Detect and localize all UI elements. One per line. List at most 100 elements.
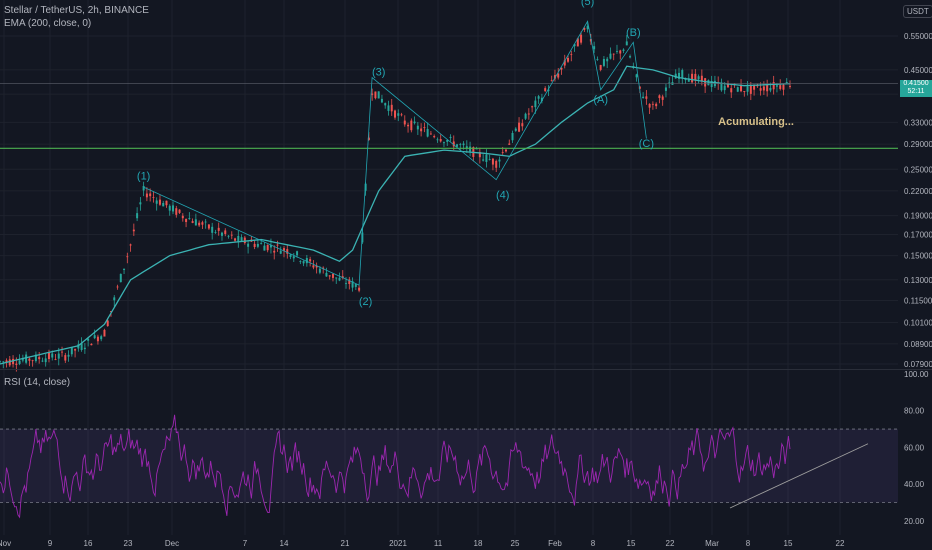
- candle-body: [116, 286, 119, 288]
- candle-body: [149, 193, 152, 197]
- candle-body: [21, 359, 24, 361]
- candle-body: [710, 80, 713, 88]
- candle-body: [371, 93, 374, 95]
- rsi-indicator-label[interactable]: RSI (14, close): [4, 377, 71, 388]
- candle-body: [162, 202, 165, 207]
- candle-body: [358, 287, 361, 291]
- candle-body: [423, 127, 426, 129]
- candle-body: [380, 98, 383, 103]
- candle-body: [478, 152, 481, 158]
- candle-body: [279, 250, 282, 254]
- candle-body: [678, 72, 681, 79]
- wave-label[interactable]: (C): [639, 138, 654, 150]
- candle-body: [145, 193, 148, 198]
- candle-body: [34, 354, 37, 362]
- candle-body: [158, 199, 161, 205]
- price-tick-label: 0.45000: [904, 66, 932, 75]
- candle-body: [374, 91, 377, 99]
- candle-body: [420, 128, 423, 132]
- wave-label[interactable]: (B): [626, 27, 641, 39]
- candle-body: [70, 347, 73, 355]
- candle-body: [217, 227, 220, 231]
- candle-body: [266, 244, 269, 251]
- x-tick-label: 23: [124, 539, 133, 548]
- candle-body: [642, 96, 645, 98]
- candle-body: [289, 254, 292, 257]
- candle-body: [446, 139, 449, 142]
- candle-body: [615, 51, 618, 52]
- candle-body: [211, 226, 214, 233]
- candle-body: [691, 73, 694, 83]
- candle-body: [442, 142, 445, 144]
- candle-body: [740, 85, 743, 92]
- candle-body: [96, 336, 99, 342]
- price-tick-label: 0.55000: [904, 32, 932, 41]
- rsi-tick-label: 20.00: [904, 517, 925, 526]
- candle-body: [387, 105, 390, 111]
- candle-body: [155, 200, 158, 204]
- candle-body: [599, 64, 602, 70]
- candle-body: [263, 245, 266, 251]
- x-tick-label: 9: [48, 539, 53, 548]
- candle-body: [44, 358, 47, 363]
- candle-body: [544, 88, 547, 92]
- currency-badge[interactable]: USDT: [903, 5, 932, 18]
- rsi-trendline[interactable]: [729, 443, 869, 509]
- candle-body: [622, 49, 625, 51]
- candle-body: [305, 258, 308, 264]
- candle-body: [508, 143, 511, 145]
- candle-body: [668, 82, 671, 84]
- candle-body: [172, 205, 175, 212]
- candle-body: [629, 56, 632, 58]
- candle-body: [511, 133, 514, 141]
- candle-body: [220, 232, 223, 236]
- wave-path[interactable]: [143, 20, 647, 286]
- candle-body: [498, 159, 501, 162]
- price-badge-value: 0.41500: [903, 80, 929, 87]
- candle-body: [142, 185, 145, 191]
- candle-body: [527, 113, 530, 115]
- wave-label[interactable]: (2): [359, 296, 372, 308]
- price-tick-label: 0.10100: [904, 318, 932, 327]
- price-tick-label: 0.29000: [904, 140, 932, 149]
- candle-body: [400, 114, 403, 116]
- candle-body: [436, 139, 439, 141]
- wave-label[interactable]: (5): [581, 0, 594, 8]
- candle-body: [394, 110, 396, 118]
- candle-body: [426, 129, 429, 137]
- rsi-line[interactable]: [0, 414, 791, 519]
- ema-indicator-label[interactable]: EMA (200, close, 0): [4, 18, 92, 29]
- candle-body: [15, 363, 18, 365]
- candle-body: [531, 106, 534, 108]
- wave-label[interactable]: (3): [372, 67, 385, 79]
- annotation-text[interactable]: Acumulating...: [718, 116, 794, 128]
- candle-body: [658, 95, 661, 99]
- candle-body: [0, 361, 1, 363]
- candle-body: [514, 128, 517, 131]
- candle-body: [540, 97, 543, 102]
- candle-body: [12, 358, 15, 365]
- candle-body: [697, 76, 700, 80]
- candle-body: [100, 336, 103, 340]
- candle-body: [602, 59, 605, 66]
- candle-body: [152, 197, 155, 198]
- candle-body: [38, 357, 41, 360]
- wave-label[interactable]: (4): [496, 190, 509, 202]
- candle-body: [240, 237, 243, 242]
- wave-label[interactable]: (A): [593, 94, 608, 106]
- ema-line[interactable]: [0, 65, 791, 365]
- candle-body: [567, 57, 570, 62]
- candle-body: [504, 149, 507, 152]
- candle-body: [462, 143, 465, 146]
- x-tick-label: 7: [243, 539, 248, 548]
- candle-body: [25, 354, 28, 363]
- x-tick-label: 15: [784, 539, 793, 548]
- candle-body: [384, 103, 387, 106]
- candle-body: [413, 121, 416, 124]
- symbol-title[interactable]: Stellar / TetherUS, 2h, BINANCE: [4, 5, 149, 16]
- candle-body: [772, 82, 775, 90]
- wave-label[interactable]: (1): [137, 171, 150, 183]
- candle-body: [276, 244, 279, 246]
- candle-body: [625, 41, 628, 46]
- candle-body: [129, 244, 132, 246]
